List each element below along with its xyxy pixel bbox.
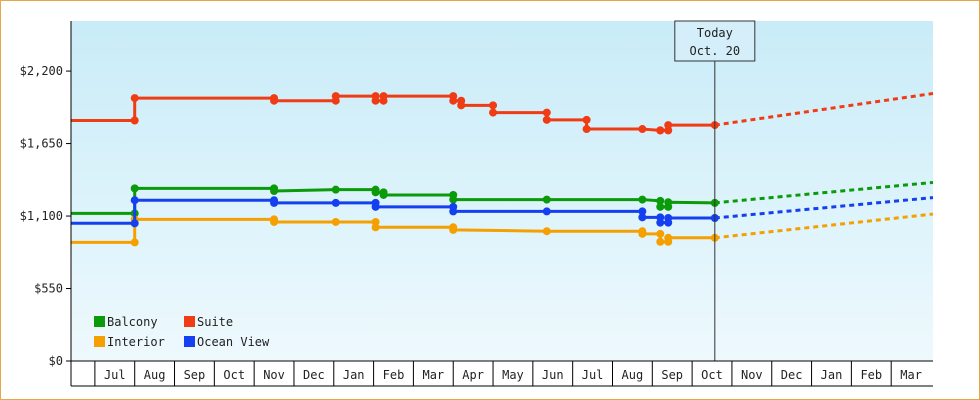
data-point-ocean-view[interactable]: [664, 214, 673, 223]
data-point-interior[interactable]: [656, 229, 665, 238]
x-tick-label: Sep: [661, 368, 683, 382]
y-tick-label: $1,650: [20, 137, 63, 151]
x-tick-label: Oct: [223, 368, 245, 382]
data-point-interior[interactable]: [331, 217, 340, 226]
data-point-ocean-view[interactable]: [130, 219, 139, 228]
data-point-ocean-view[interactable]: [331, 198, 340, 207]
y-tick-label: $0: [49, 354, 63, 368]
y-tick-label: $550: [34, 282, 63, 296]
data-point-balcony[interactable]: [130, 184, 139, 193]
data-point-balcony[interactable]: [664, 198, 673, 207]
x-tick-label: Feb: [383, 368, 405, 382]
y-tick-label: $1,100: [20, 209, 63, 223]
data-point-balcony[interactable]: [656, 202, 665, 211]
today-box: [674, 20, 756, 62]
legend-swatch-balcony: [94, 316, 105, 327]
x-tick-label: Aug: [144, 368, 166, 382]
data-point-ocean-view[interactable]: [638, 213, 647, 222]
data-point-interior[interactable]: [542, 227, 551, 236]
legend-swatch-ocean-view: [184, 336, 195, 347]
data-point-suite[interactable]: [331, 92, 340, 101]
data-point-suite[interactable]: [489, 101, 498, 110]
x-tick-label: Jan: [343, 368, 365, 382]
series-projection-ocean-view: [714, 196, 934, 220]
data-point-balcony[interactable]: [542, 195, 551, 204]
x-tick-label: Aug: [622, 368, 644, 382]
x-tick-label: Nov: [741, 368, 763, 382]
x-tick-label: Feb: [860, 368, 882, 382]
data-point-ocean-view[interactable]: [130, 196, 139, 205]
legend-label-ocean-view: Ocean View: [197, 335, 270, 349]
x-tick-label: Sep: [184, 368, 206, 382]
x-tick-label: Jan: [821, 368, 843, 382]
data-point-balcony[interactable]: [449, 195, 458, 204]
data-point-interior[interactable]: [656, 237, 665, 246]
data-point-balcony[interactable]: [656, 196, 665, 205]
data-point-interior[interactable]: [449, 225, 458, 234]
x-tick-label: Dec: [781, 368, 803, 382]
data-point-ocean-view[interactable]: [656, 218, 665, 227]
data-point-interior[interactable]: [130, 238, 139, 247]
data-point-ocean-view[interactable]: [371, 202, 380, 211]
legend-label-suite: Suite: [197, 315, 233, 329]
data-point-suite[interactable]: [542, 115, 551, 124]
x-tick-label: Dec: [303, 368, 325, 382]
data-point-suite[interactable]: [489, 108, 498, 117]
x-tick-label: Mar: [422, 368, 444, 382]
data-point-suite[interactable]: [638, 125, 647, 134]
legend-swatch-interior: [94, 336, 105, 347]
data-point-suite[interactable]: [130, 94, 139, 103]
data-point-suite[interactable]: [664, 121, 673, 130]
data-point-suite[interactable]: [130, 116, 139, 125]
x-tick-label: Jul: [104, 368, 126, 382]
today-label: Today: [697, 26, 733, 40]
data-point-balcony[interactable]: [331, 185, 340, 194]
data-point-interior[interactable]: [664, 233, 673, 242]
legend-label-balcony: Balcony: [107, 315, 158, 329]
x-tick-label: Jul: [582, 368, 604, 382]
x-tick-label: Apr: [462, 368, 484, 382]
x-tick-label: Oct: [701, 368, 723, 382]
data-point-balcony[interactable]: [379, 190, 388, 199]
data-point-suite[interactable]: [449, 96, 458, 105]
data-point-suite[interactable]: [371, 96, 380, 105]
series-projection-interior: [714, 212, 934, 240]
data-point-suite[interactable]: [656, 126, 665, 135]
data-point-balcony[interactable]: [371, 188, 380, 197]
series-projection-balcony: [714, 180, 934, 205]
x-tick-label: Jun: [542, 368, 564, 382]
data-point-interior[interactable]: [270, 217, 279, 226]
today-date-label: Oct. 20: [690, 44, 741, 58]
legend-swatch-suite: [184, 316, 195, 327]
x-tick-label: Nov: [263, 368, 285, 382]
data-point-interior[interactable]: [371, 223, 380, 232]
plot-area: [71, 21, 933, 361]
legend-label-interior: Interior: [107, 335, 165, 349]
data-point-suite[interactable]: [542, 108, 551, 117]
x-tick-label: Mar: [900, 368, 922, 382]
data-point-interior[interactable]: [638, 229, 647, 238]
data-point-ocean-view[interactable]: [270, 198, 279, 207]
series-projection-suite: [714, 91, 934, 127]
data-point-suite[interactable]: [582, 115, 591, 124]
data-point-suite[interactable]: [457, 101, 466, 110]
data-point-suite[interactable]: [270, 96, 279, 105]
x-tick-label: May: [502, 368, 524, 382]
data-point-balcony[interactable]: [270, 187, 279, 195]
data-point-suite[interactable]: [379, 92, 388, 101]
data-point-ocean-view[interactable]: [449, 207, 458, 216]
data-point-ocean-view[interactable]: [638, 207, 647, 216]
y-tick-label: $2,200: [20, 64, 63, 78]
data-point-balcony[interactable]: [638, 195, 647, 204]
data-point-ocean-view[interactable]: [542, 207, 551, 216]
data-point-suite[interactable]: [582, 125, 591, 134]
